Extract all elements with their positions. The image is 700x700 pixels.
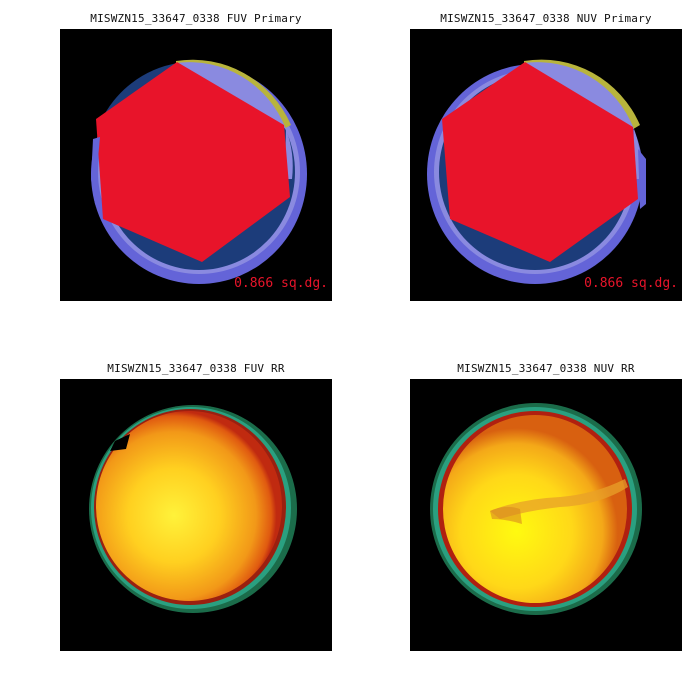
fuv-rr-panel [60,379,332,651]
fuv-primary-panel: 0.866 sq.dg. [60,29,332,301]
rr-response-disk [96,411,282,601]
rr-streak-blob [490,506,522,524]
fuv-primary-image [91,59,307,284]
hexagon-footprint [442,62,638,262]
nuv-primary-panel: 0.866 sq.dg. [410,29,682,301]
rr-streak [490,479,628,519]
rr-notch [110,434,130,451]
ragged-edge [91,137,102,214]
fuv-rr-title: MISWZN15_33647_0338 FUV RR [107,362,285,375]
nuv-primary-area-label: 0.866 sq.dg. [584,276,678,291]
fuv-primary-title: MISWZN15_33647_0338 FUV Primary [90,12,302,25]
nuv-rr-panel [410,379,682,651]
nuv-primary-title: MISWZN15_33647_0338 NUV Primary [440,12,652,25]
nuv-rr-title: MISWZN15_33647_0338 NUV RR [457,362,635,375]
nuv-primary-image [427,59,646,284]
hexagon-footprint [96,62,290,262]
nuv-rr-image [430,403,642,615]
fuv-primary-area-label: 0.866 sq.dg. [234,276,328,291]
ragged-edge [638,149,646,209]
fuv-rr-image [89,405,297,613]
